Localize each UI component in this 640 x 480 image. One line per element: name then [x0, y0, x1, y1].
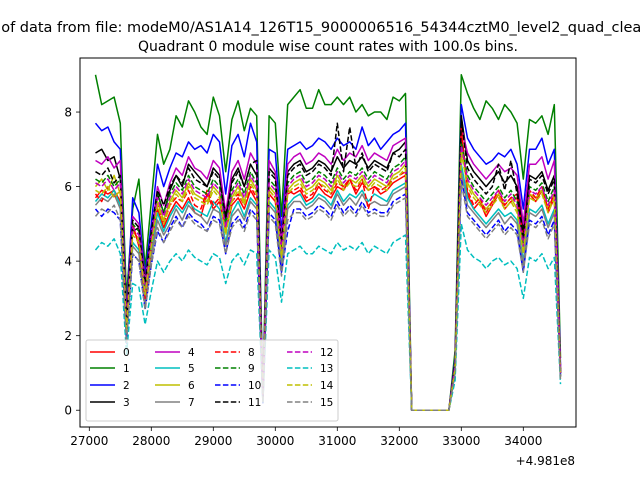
chart-title: Quadrant 0 module wise count rates with … [138, 39, 518, 55]
legend-label-5: 5 [188, 363, 195, 375]
legend-label-1: 1 [123, 363, 130, 375]
series-line-6 [94, 148, 562, 411]
x-axis-offset-label: +4.981e8 [516, 454, 575, 468]
series-line-10 [94, 178, 562, 411]
legend-label-14: 14 [320, 380, 334, 392]
y-tick-label: 2 [64, 329, 72, 343]
legend-frame [85, 339, 339, 422]
legend-label-6: 6 [188, 380, 195, 392]
series-line-5 [94, 163, 562, 411]
legend-label-2: 2 [123, 380, 130, 392]
legend-label-12: 12 [320, 347, 333, 359]
y-tick-label: 4 [64, 255, 72, 269]
x-tick-label: 28000 [132, 434, 170, 448]
x-tick-label: 30000 [256, 434, 294, 448]
y-tick-label: 6 [64, 180, 72, 194]
y-tick-label: 0 [64, 404, 72, 418]
y-axis: 0 2 4 6 8 [64, 106, 80, 418]
x-tick-label: 31000 [318, 434, 356, 448]
legend-label-0: 0 [123, 347, 130, 359]
legend-label-10: 10 [248, 380, 261, 392]
series-line-9 [95, 141, 562, 411]
x-axis: 27000 28000 29000 30000 31000 32000 33000 34000 [70, 427, 542, 448]
series-line-0 [94, 129, 562, 411]
series-line-13 [94, 223, 562, 411]
legend-label-7: 7 [188, 397, 195, 409]
series-line-1 [94, 74, 562, 411]
legend-label-8: 8 [248, 347, 255, 359]
series-layer [94, 74, 562, 411]
legend-label-11: 11 [248, 397, 261, 409]
legend-label-13: 13 [320, 363, 333, 375]
series-line-15 [94, 182, 562, 411]
series-line-2 [94, 103, 562, 411]
figure-suptitle: Plots of data from file: modeM0/AS1A14_1… [0, 20, 640, 36]
x-tick-label: 33000 [442, 434, 480, 448]
x-tick-label: 27000 [70, 434, 108, 448]
legend-label-4: 4 [188, 347, 195, 359]
legend-label-3: 3 [123, 397, 130, 409]
series-line-8 [94, 126, 562, 411]
series-line-11 [95, 118, 562, 411]
x-tick-label: 29000 [194, 434, 232, 448]
y-tick-label: 8 [64, 106, 72, 120]
series-line-12 [95, 144, 562, 411]
plot-frame [79, 57, 577, 428]
legend-label-15: 15 [320, 397, 333, 409]
series-line-14 [95, 152, 562, 411]
series-line-3 [95, 115, 562, 411]
x-tick-label: 32000 [380, 434, 418, 448]
x-tick-label: 34000 [504, 434, 542, 448]
series-line-7 [94, 170, 562, 411]
legend-label-9: 9 [248, 363, 255, 375]
series-line-4 [95, 126, 562, 411]
